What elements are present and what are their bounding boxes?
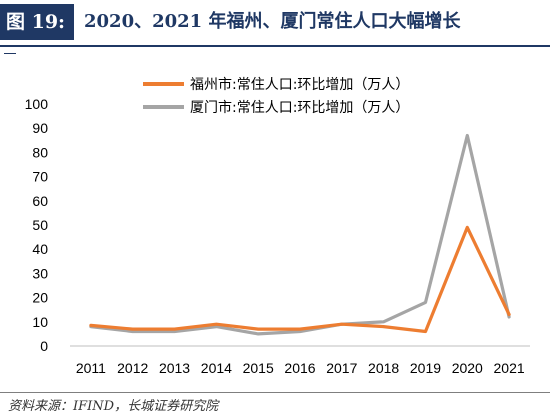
y-tick-label: 30 <box>32 265 48 281</box>
source-note: 资料来源：IFIND，长城证券研究院 <box>8 399 219 414</box>
figure-label: 图 19: <box>0 4 74 40</box>
legend-label-xiamen: 厦门市:常住人口:环比增加（万人） <box>190 99 409 116</box>
x-tick-label: 2017 <box>326 360 357 376</box>
x-tick-label: 2018 <box>368 360 399 376</box>
x-tick-label: 2013 <box>159 360 190 376</box>
y-tick-label: 80 <box>32 144 48 160</box>
y-tick-label: 40 <box>32 241 48 257</box>
x-tick-label: 2014 <box>201 360 232 376</box>
y-tick-label: 0 <box>40 338 48 354</box>
x-tick-label: 2012 <box>117 360 148 376</box>
series-line-fuzhou <box>89 225 511 334</box>
x-tick-label: 2016 <box>284 360 315 376</box>
y-tick-label: 70 <box>32 169 48 185</box>
y-tick-label: 20 <box>32 290 48 306</box>
x-tick-label: 2021 <box>494 360 525 376</box>
x-tick-label: 2019 <box>410 360 441 376</box>
x-tick-label: 2020 <box>452 360 483 376</box>
figure-title: 2020、2021 年福州、厦门常住人口大幅增长 <box>84 11 461 32</box>
x-tick-label: 2011 <box>76 360 106 376</box>
legend-label-fuzhou: 福州市:常住人口:环比增加（万人） <box>190 76 409 93</box>
series-line-xiamen <box>89 133 511 336</box>
y-tick-label: 60 <box>32 193 48 209</box>
header-rule <box>0 45 550 47</box>
source-rule <box>0 392 550 393</box>
figure-header: 图 19: 2020、2021 年福州、厦门常住人口大幅增长 <box>0 0 550 44</box>
y-tick-label: 10 <box>32 314 48 330</box>
y-tick-label: 50 <box>32 217 48 233</box>
line-chart: 0 10 20 30 40 50 60 70 80 90 100 2011 2012 2013 2014 20… <box>25 76 530 376</box>
header-tick <box>4 53 16 54</box>
y-tick-label: 90 <box>32 120 48 136</box>
x-tick-label: 2015 <box>243 360 274 376</box>
y-tick-label: 100 <box>25 96 49 112</box>
